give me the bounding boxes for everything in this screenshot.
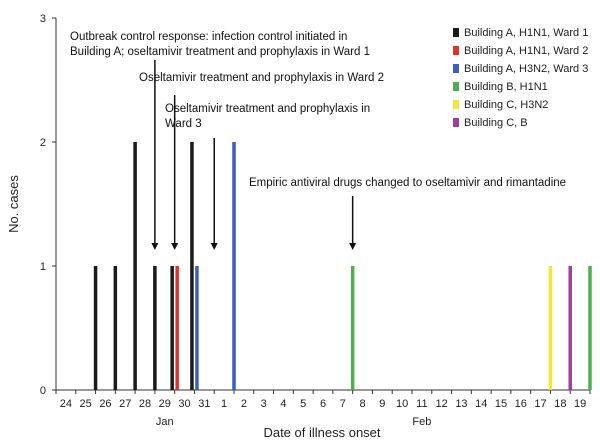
x-tick-label: 29 bbox=[159, 398, 171, 410]
bar bbox=[153, 266, 157, 390]
legend-swatch bbox=[453, 28, 459, 37]
bar bbox=[548, 266, 553, 390]
bar bbox=[568, 266, 572, 390]
y-axis-title: No. cases bbox=[6, 175, 21, 233]
bar bbox=[93, 266, 98, 390]
x-tick-label: 10 bbox=[396, 398, 408, 410]
x-tick-label: 18 bbox=[554, 398, 566, 410]
y-tick-label: 3 bbox=[40, 13, 46, 25]
month-label: Feb bbox=[412, 416, 431, 428]
x-tick-group: 24 25 26 27 28 29 30 31 1 2 3 4 5 6 7 8 9 10 11 12 13 14 15 16 1… bbox=[55, 390, 591, 428]
legend-entry-label: Building A, H1N1, Ward 1 bbox=[464, 27, 588, 39]
bar-group bbox=[93, 142, 592, 390]
x-tick-label: 31 bbox=[198, 398, 210, 410]
x-axis-title: Date of illness onset bbox=[263, 425, 380, 440]
x-tick-label: 4 bbox=[280, 398, 286, 410]
bar bbox=[350, 266, 355, 390]
x-tick-label: 17 bbox=[534, 398, 546, 410]
x-tick-label: 12 bbox=[436, 398, 448, 410]
x-tick-label: 25 bbox=[80, 398, 92, 410]
x-tick-label: 8 bbox=[359, 398, 365, 410]
bar bbox=[190, 142, 194, 390]
x-tick-label: 14 bbox=[475, 398, 487, 410]
legend-swatch bbox=[453, 64, 459, 73]
legend-swatch bbox=[453, 100, 459, 109]
x-tick-label: 11 bbox=[416, 398, 427, 410]
bar bbox=[133, 142, 137, 390]
legend-entry-label: Building A, H3N2, Ward 3 bbox=[464, 63, 588, 75]
bar bbox=[175, 266, 179, 390]
annotation-text: Oseltamivir treatment and prophylaxis in bbox=[165, 103, 370, 115]
x-tick-label: 3 bbox=[261, 398, 267, 410]
bar bbox=[113, 266, 118, 390]
x-tick-label: 7 bbox=[340, 398, 346, 410]
x-tick-label: 5 bbox=[300, 398, 306, 410]
annotation-text: Oseltamivir treatment and prophylaxis in… bbox=[139, 72, 384, 84]
annotation-arrow-head bbox=[171, 243, 179, 250]
legend-entry-label: Building B, H1N1 bbox=[464, 81, 548, 93]
y-tick-label: 1 bbox=[40, 261, 46, 273]
x-tick-label: 2 bbox=[241, 398, 247, 410]
x-tick-label: 19 bbox=[574, 398, 586, 410]
annotation-arrow-head bbox=[210, 243, 218, 250]
legend-swatch bbox=[453, 118, 459, 127]
y-tick-label: 2 bbox=[40, 137, 46, 149]
bar bbox=[232, 142, 236, 390]
legend-swatch bbox=[453, 82, 459, 91]
x-tick-label: 13 bbox=[455, 398, 467, 410]
bar bbox=[588, 266, 592, 390]
y-tick-label: 0 bbox=[40, 385, 46, 397]
x-tick-label: 6 bbox=[320, 398, 326, 410]
legend: Building A, H1N1, Ward 1 Building A, H1N1… bbox=[453, 27, 588, 129]
annotation-text: Empiric antiviral drugs changed to oselt… bbox=[249, 177, 566, 189]
annotation-text: Building A; oseltamivir treatment and pr… bbox=[70, 46, 370, 58]
y-tick-group: 0 1 2 3 bbox=[40, 13, 56, 397]
legend-entry-label: Building C, B bbox=[464, 117, 528, 129]
x-tick-label: 9 bbox=[379, 398, 385, 410]
month-label: Jan bbox=[156, 416, 174, 428]
x-tick-label: 15 bbox=[495, 398, 507, 410]
legend-swatch bbox=[453, 46, 459, 55]
x-tick-label: 27 bbox=[119, 398, 131, 410]
bar bbox=[170, 266, 174, 390]
x-tick-label: 24 bbox=[60, 398, 72, 410]
bar bbox=[195, 266, 199, 390]
annotation-text: Ward 3 bbox=[165, 118, 202, 130]
x-tick-label: 30 bbox=[178, 398, 190, 410]
annotation-group: Outbreak control response: infection con… bbox=[70, 31, 566, 250]
x-tick-label: 26 bbox=[99, 398, 111, 410]
annotation-text: Outbreak control response: infection con… bbox=[70, 31, 347, 43]
x-tick-label: 28 bbox=[139, 398, 151, 410]
legend-entry-label: Building A, H1N1, Ward 2 bbox=[464, 45, 588, 57]
annotation-arrow-head bbox=[151, 243, 159, 250]
annotation-arrow-head bbox=[349, 243, 357, 250]
x-tick-label: 1 bbox=[221, 398, 227, 410]
legend-entry-label: Building C, H3N2 bbox=[464, 99, 548, 111]
x-tick-label: 16 bbox=[515, 398, 527, 410]
